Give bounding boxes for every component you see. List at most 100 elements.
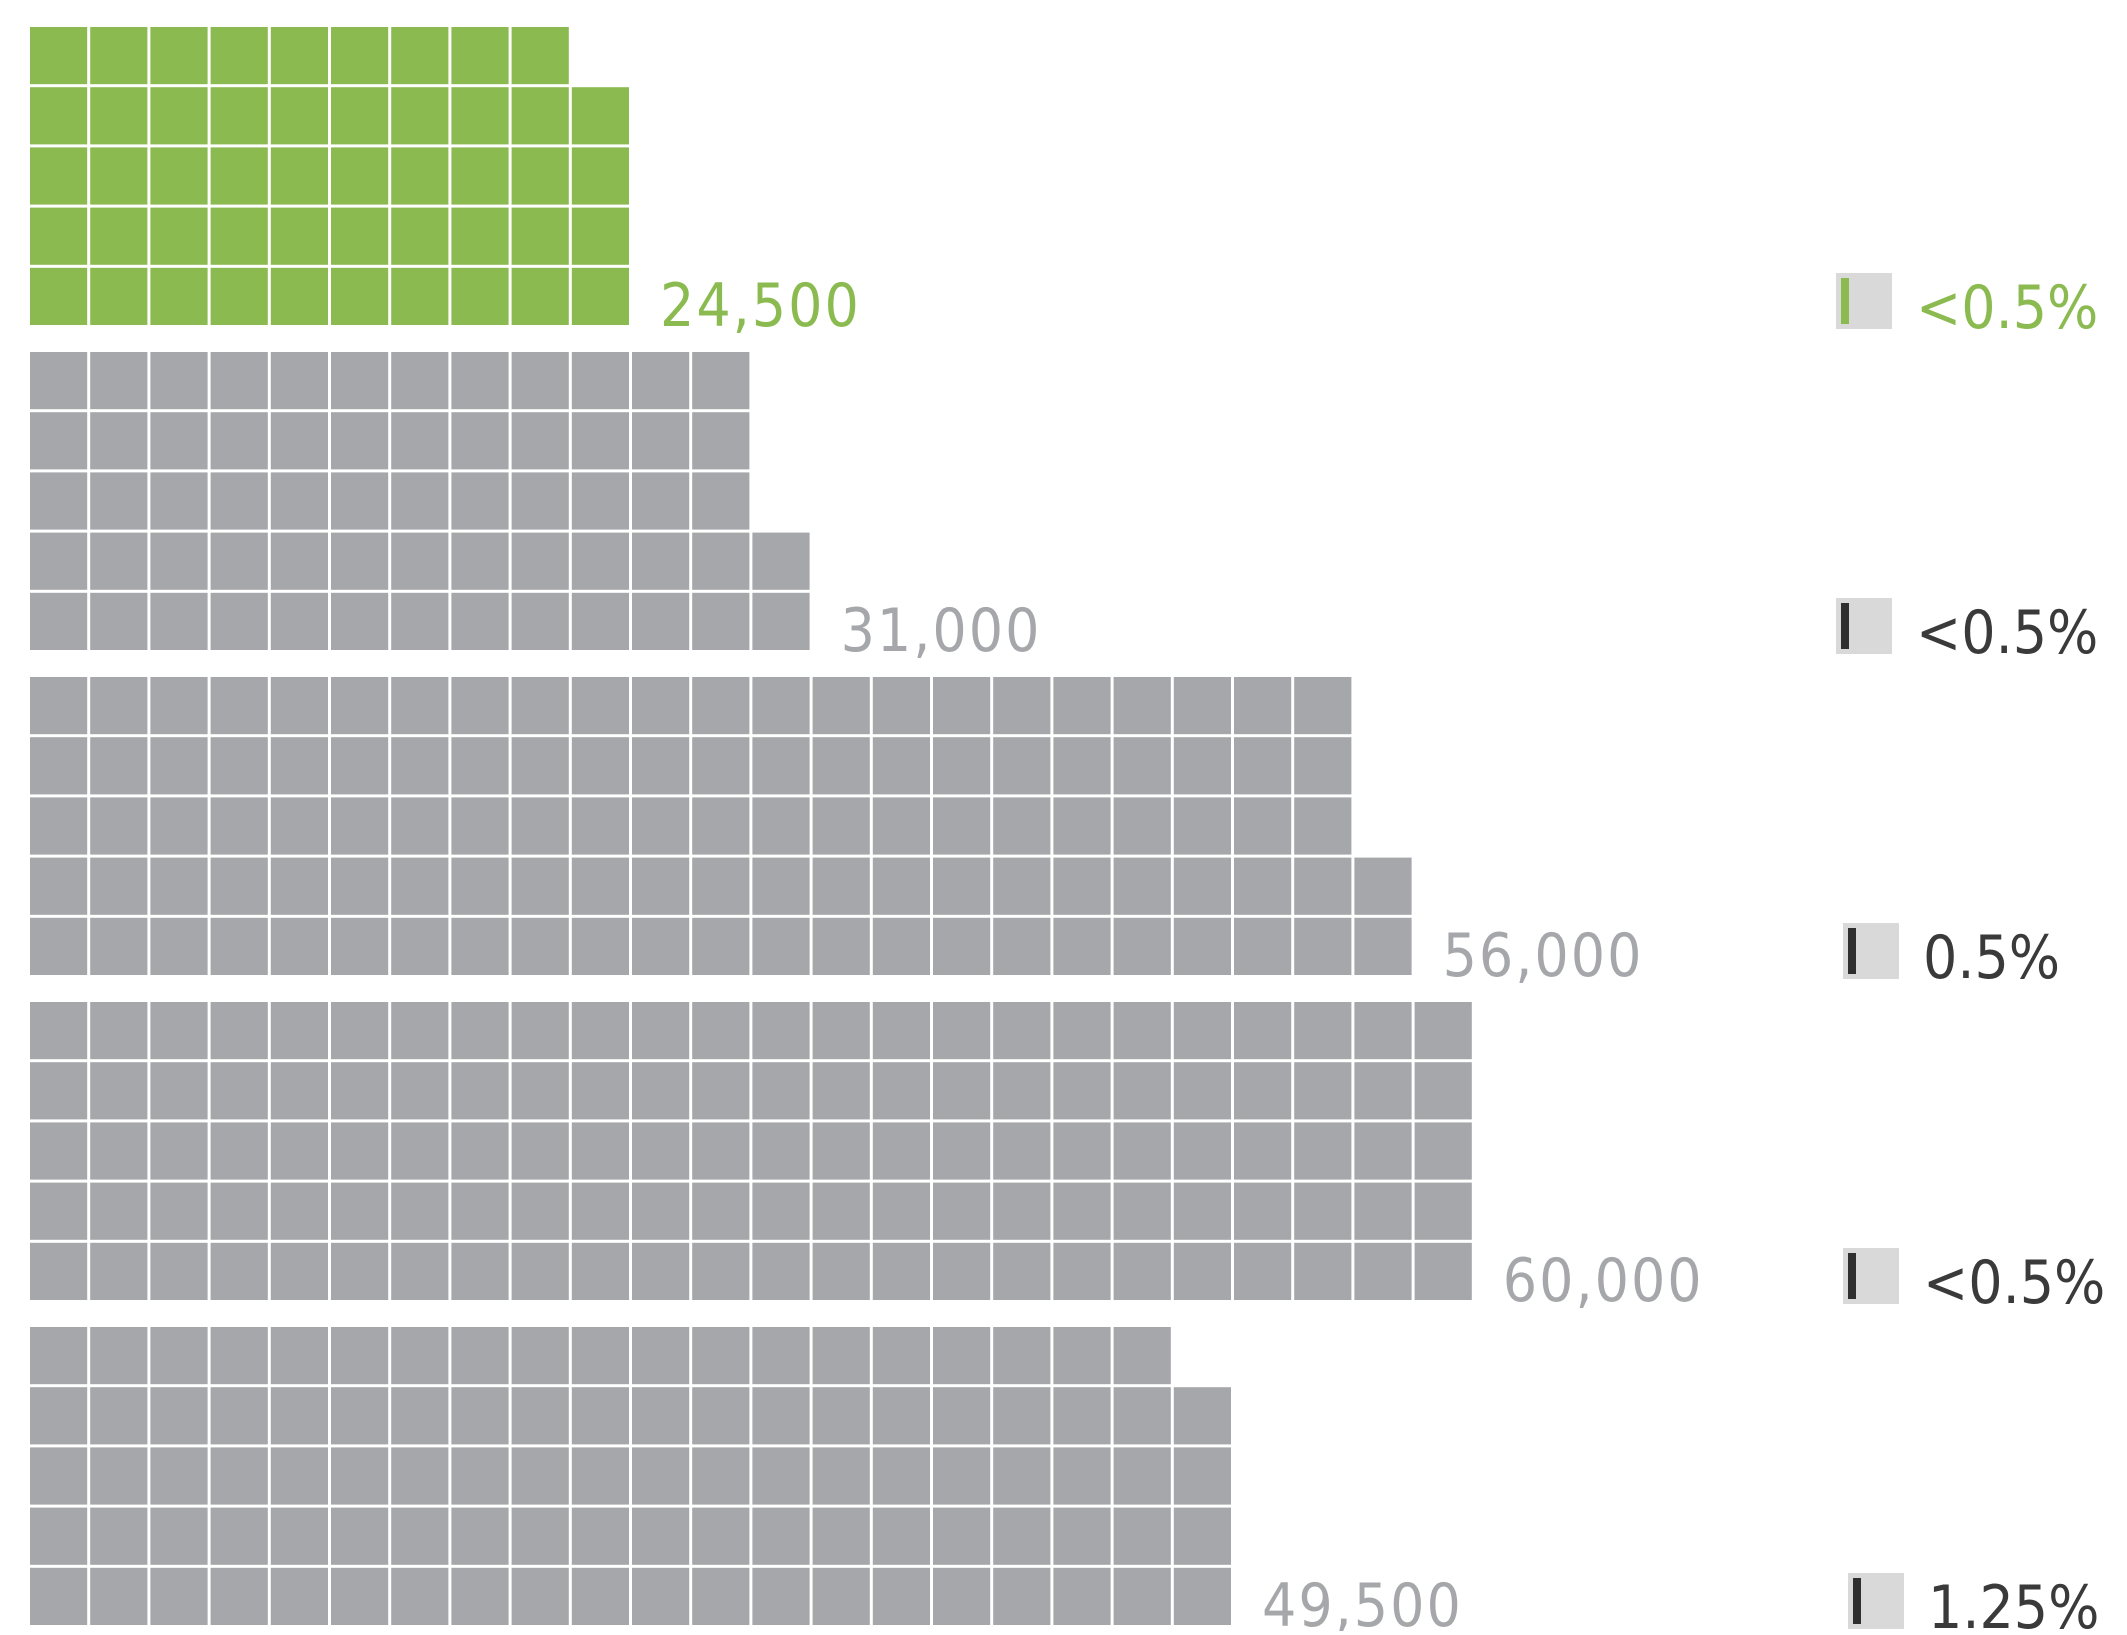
waffle-cell xyxy=(1234,857,1292,915)
waffle-cell xyxy=(1113,1002,1171,1060)
waffle-cell xyxy=(571,87,629,145)
waffle-cell xyxy=(1294,677,1352,735)
waffle-cell xyxy=(993,1122,1051,1180)
waffle-cell xyxy=(30,352,88,410)
waffle-cell xyxy=(451,207,509,265)
waffle-cell xyxy=(391,412,449,470)
waffle-cell xyxy=(571,412,629,470)
waffle-cell xyxy=(150,917,208,975)
waffle-cell xyxy=(30,1387,88,1445)
waffle-cell xyxy=(150,1567,208,1625)
waffle-cell xyxy=(632,1327,690,1385)
waffle-cell xyxy=(1234,1242,1292,1300)
waffle-cell xyxy=(511,1507,569,1565)
waffle-cell xyxy=(451,532,509,590)
waffle-cell xyxy=(812,677,870,735)
waffle-cell xyxy=(451,1387,509,1445)
waffle-cell xyxy=(391,532,449,590)
waffle-cell xyxy=(812,1242,870,1300)
waffle-cell xyxy=(872,1182,930,1240)
waffle-cell xyxy=(933,1327,991,1385)
waffle-cell xyxy=(391,677,449,735)
waffle-cell xyxy=(632,472,690,530)
waffle-cell xyxy=(331,27,389,85)
waffle-cell xyxy=(812,737,870,795)
waffle-cell xyxy=(30,412,88,470)
waffle-cell xyxy=(571,1327,629,1385)
waffle-cell xyxy=(571,207,629,265)
waffle-cell xyxy=(511,1122,569,1180)
waffle-cell xyxy=(451,87,509,145)
waffle-cell xyxy=(451,857,509,915)
waffle-cell xyxy=(511,677,569,735)
waffle-cell xyxy=(90,737,148,795)
waffle-cell xyxy=(150,1327,208,1385)
waffle-cell xyxy=(90,1182,148,1240)
waffle-cell xyxy=(692,797,750,855)
waffle-cell xyxy=(210,147,268,205)
waffle-cell xyxy=(391,1242,449,1300)
waffle-cell xyxy=(331,1242,389,1300)
waffle-cell xyxy=(571,1062,629,1120)
waffle-cell xyxy=(1173,677,1231,735)
waffle-cell xyxy=(511,1062,569,1120)
waffle-cell xyxy=(1294,917,1352,975)
waffle-cell xyxy=(511,267,569,325)
waffle-cell xyxy=(632,1507,690,1565)
waffle-cell xyxy=(511,147,569,205)
waffle-cell xyxy=(331,797,389,855)
waffle-cell xyxy=(1414,1242,1472,1300)
waffle-cell xyxy=(30,1447,88,1505)
waffle-cell xyxy=(451,737,509,795)
waffle-cell xyxy=(150,147,208,205)
waffle-cell xyxy=(993,1327,1051,1385)
waffle-cell xyxy=(752,592,810,650)
waffle-cell xyxy=(752,1182,810,1240)
waffle-cell xyxy=(752,1122,810,1180)
waffle-cell xyxy=(1053,677,1111,735)
waffle-cell xyxy=(150,87,208,145)
waffle-cell xyxy=(90,1327,148,1385)
waffle-cell xyxy=(571,1182,629,1240)
waffle-cell xyxy=(90,1062,148,1120)
waffle-cell xyxy=(1173,797,1231,855)
waffle-cell xyxy=(391,1062,449,1120)
waffle-cell xyxy=(270,1447,328,1505)
waffle-cell xyxy=(150,1447,208,1505)
waffle-cell xyxy=(632,1062,690,1120)
waffle-cell xyxy=(270,857,328,915)
waffle-cell xyxy=(511,917,569,975)
waffle-cell xyxy=(993,1182,1051,1240)
waffle-cell xyxy=(391,267,449,325)
waffle-cell xyxy=(933,1062,991,1120)
waffle-group-4: 60,000 <0.5% xyxy=(30,1002,2105,1318)
waffle-cell xyxy=(872,917,930,975)
waffle-cell xyxy=(692,917,750,975)
waffle-cell xyxy=(270,592,328,650)
waffle-cell xyxy=(391,857,449,915)
waffle-cell xyxy=(1234,797,1292,855)
waffle-cell xyxy=(1234,917,1292,975)
percent-indicator-marker xyxy=(1853,1578,1861,1624)
waffle-cell xyxy=(150,352,208,410)
waffle-cell xyxy=(451,917,509,975)
waffle-cell xyxy=(331,1507,389,1565)
waffle-cell xyxy=(150,207,208,265)
waffle-cell xyxy=(331,1567,389,1625)
waffle-cell xyxy=(511,797,569,855)
waffle-cell xyxy=(1053,1507,1111,1565)
waffle-cell xyxy=(571,532,629,590)
waffle-cell xyxy=(451,797,509,855)
waffle-cell xyxy=(872,1002,930,1060)
waffle-cell xyxy=(872,1062,930,1120)
waffle-cell xyxy=(210,1447,268,1505)
waffle-cell xyxy=(511,1327,569,1385)
waffle-cell xyxy=(752,1387,810,1445)
waffle-cell xyxy=(90,797,148,855)
waffle-cell xyxy=(511,592,569,650)
waffle-cell xyxy=(150,677,208,735)
waffle-cell xyxy=(933,1387,991,1445)
waffle-cell xyxy=(1294,1242,1352,1300)
waffle-cell xyxy=(150,857,208,915)
waffle-cell xyxy=(1173,1002,1231,1060)
